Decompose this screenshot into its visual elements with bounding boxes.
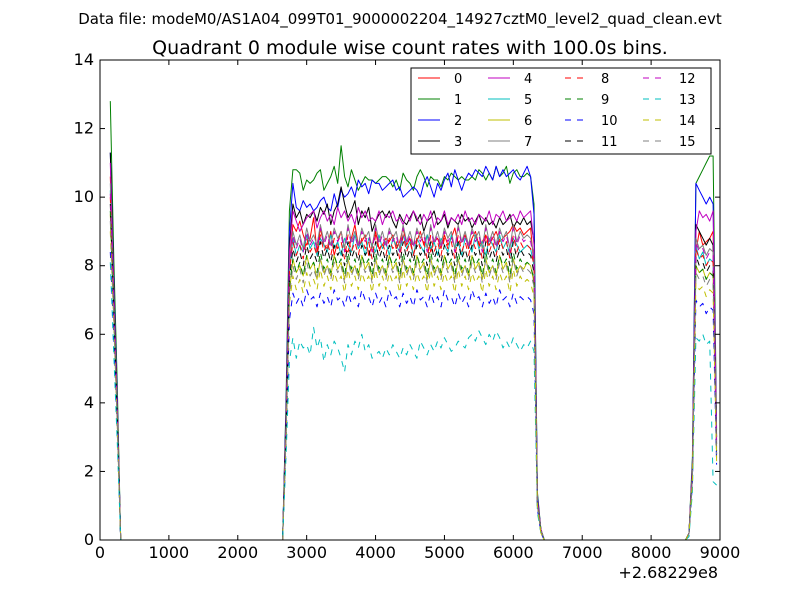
x-tick-label: 4000 (355, 543, 396, 562)
x-tick-label: 1000 (149, 543, 190, 562)
series-line-4 (109, 162, 718, 540)
y-tick-label: 6 (84, 324, 94, 343)
legend-box (410, 67, 712, 155)
legend-label-4: 4 (524, 72, 532, 87)
plot-frame (99, 59, 721, 541)
y-tick-label: 4 (84, 393, 94, 412)
legend-label-2: 2 (454, 114, 462, 129)
legend-label-12: 12 (679, 72, 696, 87)
series-line-8 (109, 197, 718, 540)
y-tick-label: 10 (74, 187, 94, 206)
series-line-0 (109, 176, 718, 540)
legend-label-15: 15 (679, 135, 696, 150)
legend-label-8: 8 (601, 72, 609, 87)
legend-label-13: 13 (679, 93, 696, 108)
series-line-1 (109, 101, 718, 540)
x-tick-label: 7000 (562, 543, 603, 562)
y-tick-label: 8 (84, 256, 94, 275)
legend-label-3: 3 (454, 135, 462, 150)
y-tick-label: 2 (84, 461, 94, 480)
legend-label-1: 1 (454, 93, 462, 108)
x-tick-label: 8000 (631, 543, 672, 562)
y-tick-label: 0 (84, 530, 94, 549)
series-line-12 (109, 193, 718, 540)
legend-label-10: 10 (601, 114, 618, 129)
legend-label-5: 5 (524, 93, 532, 108)
x-tick-label: 3000 (286, 543, 327, 562)
series-line-10 (109, 251, 718, 540)
series-line-13 (109, 262, 717, 540)
x-tick-label: 6000 (493, 543, 534, 562)
series-line-6 (109, 214, 718, 540)
x-tick-label: 9000 (700, 543, 741, 562)
series-layer (109, 101, 718, 540)
legend-label-6: 6 (524, 114, 532, 129)
legend-label-0: 0 (454, 72, 462, 87)
legend-label-9: 9 (601, 93, 609, 108)
series-line-7 (109, 183, 718, 540)
x-offset-label: +2.68229e8 (618, 563, 718, 582)
y-tick-label: 12 (74, 119, 94, 138)
legend-label-14: 14 (679, 114, 696, 129)
x-tick-label: 2000 (217, 543, 258, 562)
chart-suptitle: Data file: modeM0/AS1A04_099T01_90000022… (78, 10, 722, 29)
series-line-15 (109, 221, 718, 540)
x-tick-label: 5000 (424, 543, 465, 562)
chart-title: Quadrant 0 module wise count rates with … (152, 37, 668, 59)
tick-layer: 0 1000 2000 3000 4000 5000 6000 7000 8000 9000 0 2 4… (74, 50, 741, 562)
y-tick-label: 14 (74, 50, 94, 69)
legend-label-11: 11 (601, 135, 618, 150)
legend-label-7: 7 (524, 135, 532, 150)
x-tick-label: 0 (95, 543, 105, 562)
